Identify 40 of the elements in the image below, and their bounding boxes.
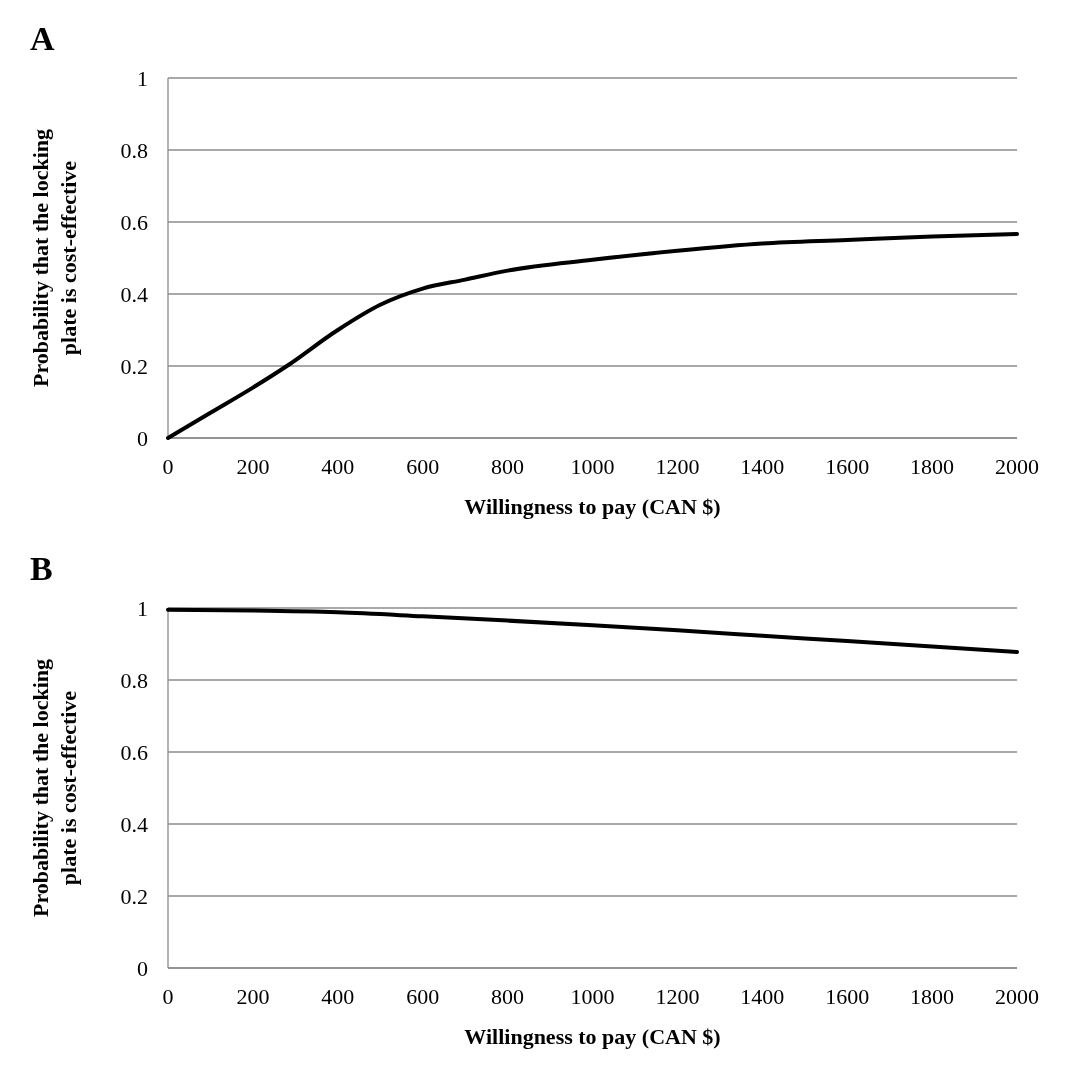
chart-title: B [30, 550, 53, 587]
y-axis-title: Probability that the locking plate is cost-effective [28, 658, 81, 918]
y-tick-label: 1 [137, 65, 148, 91]
x-tick-label: 800 [491, 454, 525, 479]
x-tick-label: 1200 [655, 454, 700, 479]
y-tick-label: 0.8 [120, 667, 148, 693]
x-tick-label: 1600 [825, 984, 870, 1009]
x-tick-label: 1000 [570, 454, 615, 479]
chart-title: A [30, 20, 55, 57]
x-tick-label: 1200 [655, 984, 700, 1009]
x-axis-title: Willingness to pay (CAN $) [464, 494, 721, 519]
y-axis-title: Probability that the locking plate is cost-effective [28, 128, 81, 388]
x-tick-label: 400 [321, 984, 355, 1009]
y-tick-label: 0 [137, 955, 148, 981]
y-tick-label: 0.6 [120, 739, 148, 765]
x-tick-label: 200 [236, 454, 270, 479]
x-axis-title: Willingness to pay (CAN $) [464, 1024, 721, 1049]
y-tick-label: 0.2 [120, 883, 148, 909]
y-tick-label: 0.6 [120, 209, 148, 235]
y-tick-label: 1 [137, 595, 148, 621]
x-tick-label: 1600 [825, 454, 870, 479]
y-tick-label: 0.2 [120, 353, 148, 379]
x-tick-label: 2000 [995, 984, 1039, 1009]
x-tick-label: 400 [321, 454, 355, 479]
y-tick-label: 0 [137, 425, 148, 451]
x-tick-label: 1800 [910, 984, 955, 1009]
y-tick-label: 0.8 [120, 137, 148, 163]
x-tick-label: 200 [236, 984, 270, 1009]
x-tick-label: 1400 [740, 454, 785, 479]
x-tick-label: 1800 [910, 454, 955, 479]
y-tick-label: 0.4 [120, 811, 148, 837]
x-tick-label: 600 [406, 984, 440, 1009]
x-tick-label: 1000 [570, 984, 615, 1009]
x-tick-label: 0 [162, 454, 174, 479]
y-tick-label: 0.4 [120, 281, 148, 307]
x-tick-label: 2000 [995, 454, 1039, 479]
x-tick-label: 600 [406, 454, 440, 479]
x-tick-label: 0 [162, 984, 174, 1009]
x-tick-label: 1400 [740, 984, 785, 1009]
x-tick-label: 800 [491, 984, 525, 1009]
